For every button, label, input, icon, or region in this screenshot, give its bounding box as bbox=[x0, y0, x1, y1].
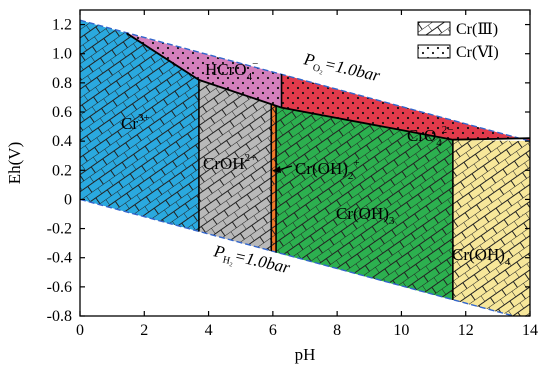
y-tick-label-10: 1.2 bbox=[52, 17, 72, 34]
region-pattern-1 bbox=[126, 33, 282, 108]
y-tick-label-9: 1.0 bbox=[52, 46, 72, 63]
x-axis-label: pH bbox=[295, 345, 316, 364]
axes: 0 2 4 6 8 10 12 14 -0.8 -0.6 -0.4 -0.2 0 0.2 0.4 0.6 0.8… bbox=[5, 9, 538, 364]
region-pattern-3 bbox=[271, 104, 277, 253]
x-tick-label-3: 6 bbox=[269, 322, 277, 339]
label-hcro4: HCrO4− bbox=[205, 58, 258, 83]
legend-label-1: Cr(Ⅵ) bbox=[456, 44, 499, 61]
h2-boundary-line bbox=[80, 198, 517, 316]
region-pattern-0 bbox=[80, 20, 199, 232]
y-tick-label-0: -0.8 bbox=[47, 308, 72, 325]
legend-swatch-0 bbox=[417, 21, 451, 36]
plot-frame bbox=[79, 9, 531, 317]
label-cr3: Cr3+ bbox=[121, 112, 150, 133]
x-tick-label-4: 8 bbox=[333, 322, 341, 339]
croh2-plus-arrow-head bbox=[272, 166, 281, 173]
y-tick-label-6: 0.4 bbox=[52, 133, 72, 150]
legend-label-0: Cr(Ⅲ) bbox=[456, 21, 498, 38]
boundary-lines bbox=[80, 19, 530, 316]
region-pattern-2 bbox=[198, 79, 272, 252]
x-tick-label-7: 14 bbox=[522, 322, 538, 339]
label-croh4: Cr(OH)4 bbox=[452, 245, 511, 268]
x-tick-label-2: 4 bbox=[205, 322, 213, 339]
y-tick-label-2: -0.4 bbox=[47, 250, 72, 267]
y-tick-label-3: -0.2 bbox=[47, 221, 72, 238]
y-axis-label: Eh(V) bbox=[5, 142, 24, 184]
x-tick-label-0: 0 bbox=[76, 322, 84, 339]
legend-swatch-1 bbox=[417, 44, 451, 59]
label-croh2-plus: Cr(OH)2+ bbox=[295, 157, 360, 182]
region-pattern-5 bbox=[276, 105, 453, 301]
x-tick-label-5: 10 bbox=[393, 322, 409, 339]
label-croh3: Cr(OH)3 bbox=[336, 204, 395, 227]
o2-pressure-label: PO₂=1.0bar bbox=[300, 49, 382, 88]
region-pattern-6 bbox=[452, 139, 530, 316]
y-tick-label-5: 0.2 bbox=[52, 162, 72, 179]
y-tick-label-4: 0 bbox=[64, 191, 72, 208]
x-tick-label-1: 2 bbox=[140, 322, 148, 339]
label-croh2: CrOH2+ bbox=[203, 152, 256, 173]
y-tick-label-7: 0.6 bbox=[52, 104, 72, 121]
x-tick-label-6: 12 bbox=[458, 322, 474, 339]
label-cro4: CrO42− bbox=[407, 124, 454, 149]
legend: Cr(Ⅲ) Cr(Ⅵ) bbox=[417, 21, 499, 61]
y-tick-label-1: -0.6 bbox=[47, 279, 72, 296]
o2-boundary-line bbox=[80, 19, 530, 142]
y-tick-label-8: 0.8 bbox=[52, 75, 72, 92]
